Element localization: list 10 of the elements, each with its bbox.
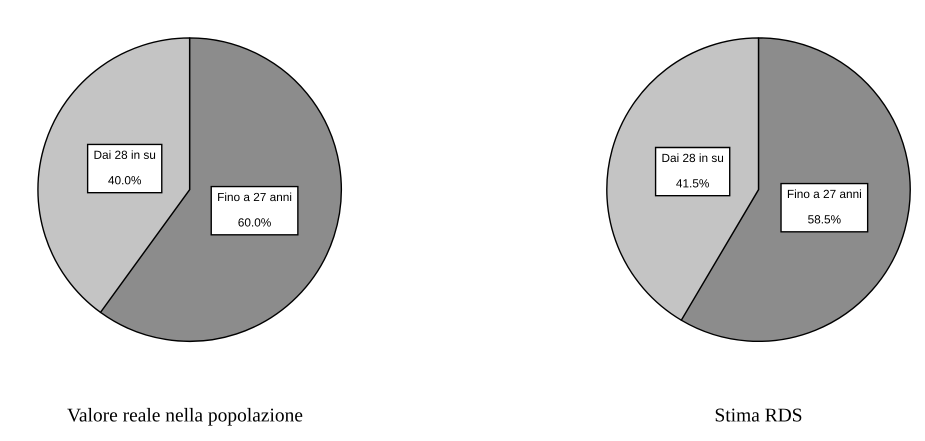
data-label: 58.5%: [808, 215, 841, 224]
text: Valore reale nella popolazione: [67, 408, 302, 426]
slice-label: Fino a 27 anni: [788, 189, 861, 198]
slice-label: Dai 28 in su: [662, 153, 724, 162]
data-label: 41.5%: [676, 179, 709, 188]
text: Stima RDS: [716, 408, 802, 422]
data-label: 40.0%: [108, 176, 142, 184]
slice-label: Fino a 27 anni: [218, 192, 292, 202]
slice-label: Dai 28 in su: [94, 150, 156, 159]
data-label: 60.0%: [238, 218, 271, 227]
